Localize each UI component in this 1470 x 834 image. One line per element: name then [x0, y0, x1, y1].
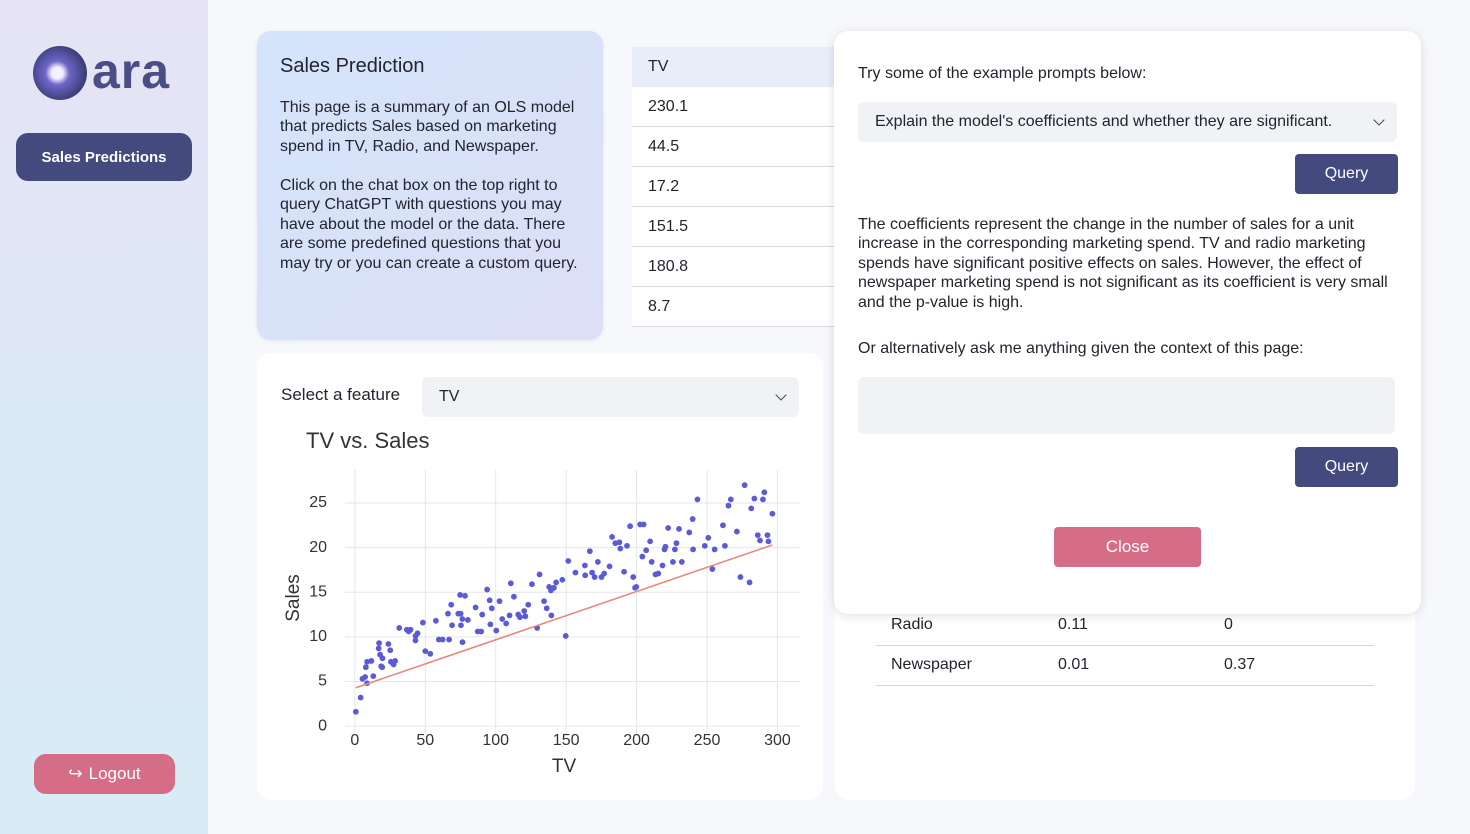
summary-card: Sales Prediction This page is a summary …: [257, 31, 603, 340]
logout-label: Logout: [88, 764, 141, 783]
table-row: 230.1: [632, 87, 834, 127]
summary-paragraph: This page is a summary of an OLS model t…: [280, 99, 575, 155]
summary-title: Sales Prediction: [280, 55, 425, 77]
answer-text: The coefficients represent the change in…: [858, 216, 1388, 311]
query-input[interactable]: [858, 377, 1395, 434]
feature-label: Select a feature: [281, 385, 401, 404]
table-row: 151.5: [632, 207, 834, 247]
chevron: [775, 389, 787, 401]
table-row: 44.5: [632, 127, 834, 167]
table-header: TV: [632, 47, 834, 87]
table-row: 8.7: [632, 287, 834, 327]
table-row: 180.8: [632, 247, 834, 287]
cell: Radio: [891, 616, 933, 633]
query-button[interactable]: Query: [1295, 447, 1398, 487]
coef-row: Newspaper 0.01 0.37: [876, 645, 1374, 686]
logout-button[interactable]: ↪ Logout: [34, 754, 175, 794]
select-value: Explain the model's coefficients and whe…: [875, 113, 1333, 130]
cell: Newspaper: [891, 656, 972, 673]
summary-paragraph: Click on the chat box on the top right t…: [280, 177, 578, 272]
data-table: TV 230.1 44.5 17.2 151.5 180.8 8.7: [632, 47, 834, 327]
logo: ara: [92, 43, 171, 99]
logout-icon: ↪: [68, 764, 83, 783]
sidebar: ara Sales Predictions ↪ Logout: [0, 0, 208, 834]
logo-icon: [33, 46, 87, 100]
prompt-label: Try some of the example prompts below:: [858, 65, 1147, 82]
close-button[interactable]: Close: [1054, 527, 1201, 567]
chart-card: [257, 353, 823, 800]
table-row: 17.2: [632, 167, 834, 207]
cell: 0: [1224, 616, 1233, 633]
nav-button[interactable]: Sales Predictions: [16, 133, 192, 181]
feature-select[interactable]: TV: [422, 377, 799, 417]
table-body: 230.1 44.5 17.2 151.5 180.8 8.7: [632, 87, 834, 327]
cell: 0.01: [1058, 656, 1090, 673]
chevron: [1373, 114, 1385, 126]
cell: 0.11: [1058, 616, 1088, 633]
prompt-select[interactable]: Explain the model's coefficients and whe…: [858, 102, 1397, 142]
query-button[interactable]: Query: [1295, 154, 1398, 194]
select-value: TV: [439, 388, 460, 405]
chat-popup: Try some of the example prompts below: E…: [834, 31, 1421, 614]
alt-label: Or alternatively ask me anything given t…: [858, 340, 1304, 357]
cell: 0.37: [1224, 656, 1256, 673]
coef-row: Radio 0.11 0: [876, 605, 1374, 646]
